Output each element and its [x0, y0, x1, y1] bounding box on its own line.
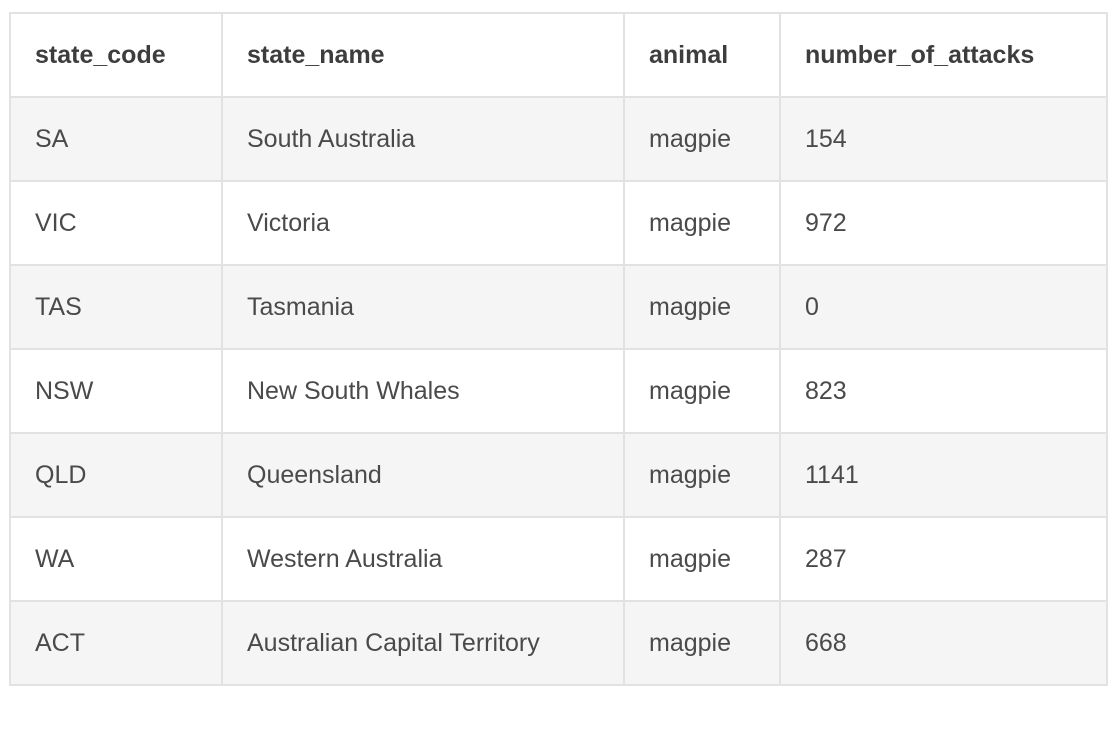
cell-animal: magpie: [623, 96, 781, 182]
column-header-number-of-attacks: number_of_attacks: [779, 12, 1108, 98]
table-row: VIC Victoria magpie 972: [9, 180, 1108, 266]
cell-animal: magpie: [623, 432, 781, 518]
cell-state-code: TAS: [9, 264, 223, 350]
cell-state-name: Victoria: [221, 180, 625, 266]
table-row: NSW New South Whales magpie 823: [9, 348, 1108, 434]
cell-state-code: QLD: [9, 432, 223, 518]
cell-number-of-attacks: 823: [779, 348, 1108, 434]
cell-state-name: Queensland: [221, 432, 625, 518]
cell-number-of-attacks: 0: [779, 264, 1108, 350]
cell-state-name: South Australia: [221, 96, 625, 182]
table-body: SA South Australia magpie 154 VIC Victor…: [9, 96, 1108, 686]
table-row: ACT Australian Capital Territory magpie …: [9, 600, 1108, 686]
cell-number-of-attacks: 972: [779, 180, 1108, 266]
header-row: state_code state_name animal number_of_a…: [9, 12, 1108, 98]
cell-animal: magpie: [623, 348, 781, 434]
cell-animal: magpie: [623, 264, 781, 350]
table-row: WA Western Australia magpie 287: [9, 516, 1108, 602]
data-table: state_code state_name animal number_of_a…: [9, 12, 1108, 686]
cell-number-of-attacks: 1141: [779, 432, 1108, 518]
cell-state-name: Tasmania: [221, 264, 625, 350]
table-header: state_code state_name animal number_of_a…: [9, 12, 1108, 98]
column-header-state-code: state_code: [9, 12, 223, 98]
cell-animal: magpie: [623, 516, 781, 602]
cell-state-code: NSW: [9, 348, 223, 434]
column-header-state-name: state_name: [221, 12, 625, 98]
cell-state-code: SA: [9, 96, 223, 182]
cell-state-name: Australian Capital Territory: [221, 600, 625, 686]
cell-animal: magpie: [623, 600, 781, 686]
column-header-animal: animal: [623, 12, 781, 98]
cell-animal: magpie: [623, 180, 781, 266]
cell-number-of-attacks: 154: [779, 96, 1108, 182]
table-row: TAS Tasmania magpie 0: [9, 264, 1108, 350]
cell-state-code: WA: [9, 516, 223, 602]
cell-state-name: New South Whales: [221, 348, 625, 434]
cell-state-code: ACT: [9, 600, 223, 686]
table-row: SA South Australia magpie 154: [9, 96, 1108, 182]
cell-state-name: Western Australia: [221, 516, 625, 602]
cell-number-of-attacks: 668: [779, 600, 1108, 686]
cell-number-of-attacks: 287: [779, 516, 1108, 602]
table-row: QLD Queensland magpie 1141: [9, 432, 1108, 518]
cell-state-code: VIC: [9, 180, 223, 266]
